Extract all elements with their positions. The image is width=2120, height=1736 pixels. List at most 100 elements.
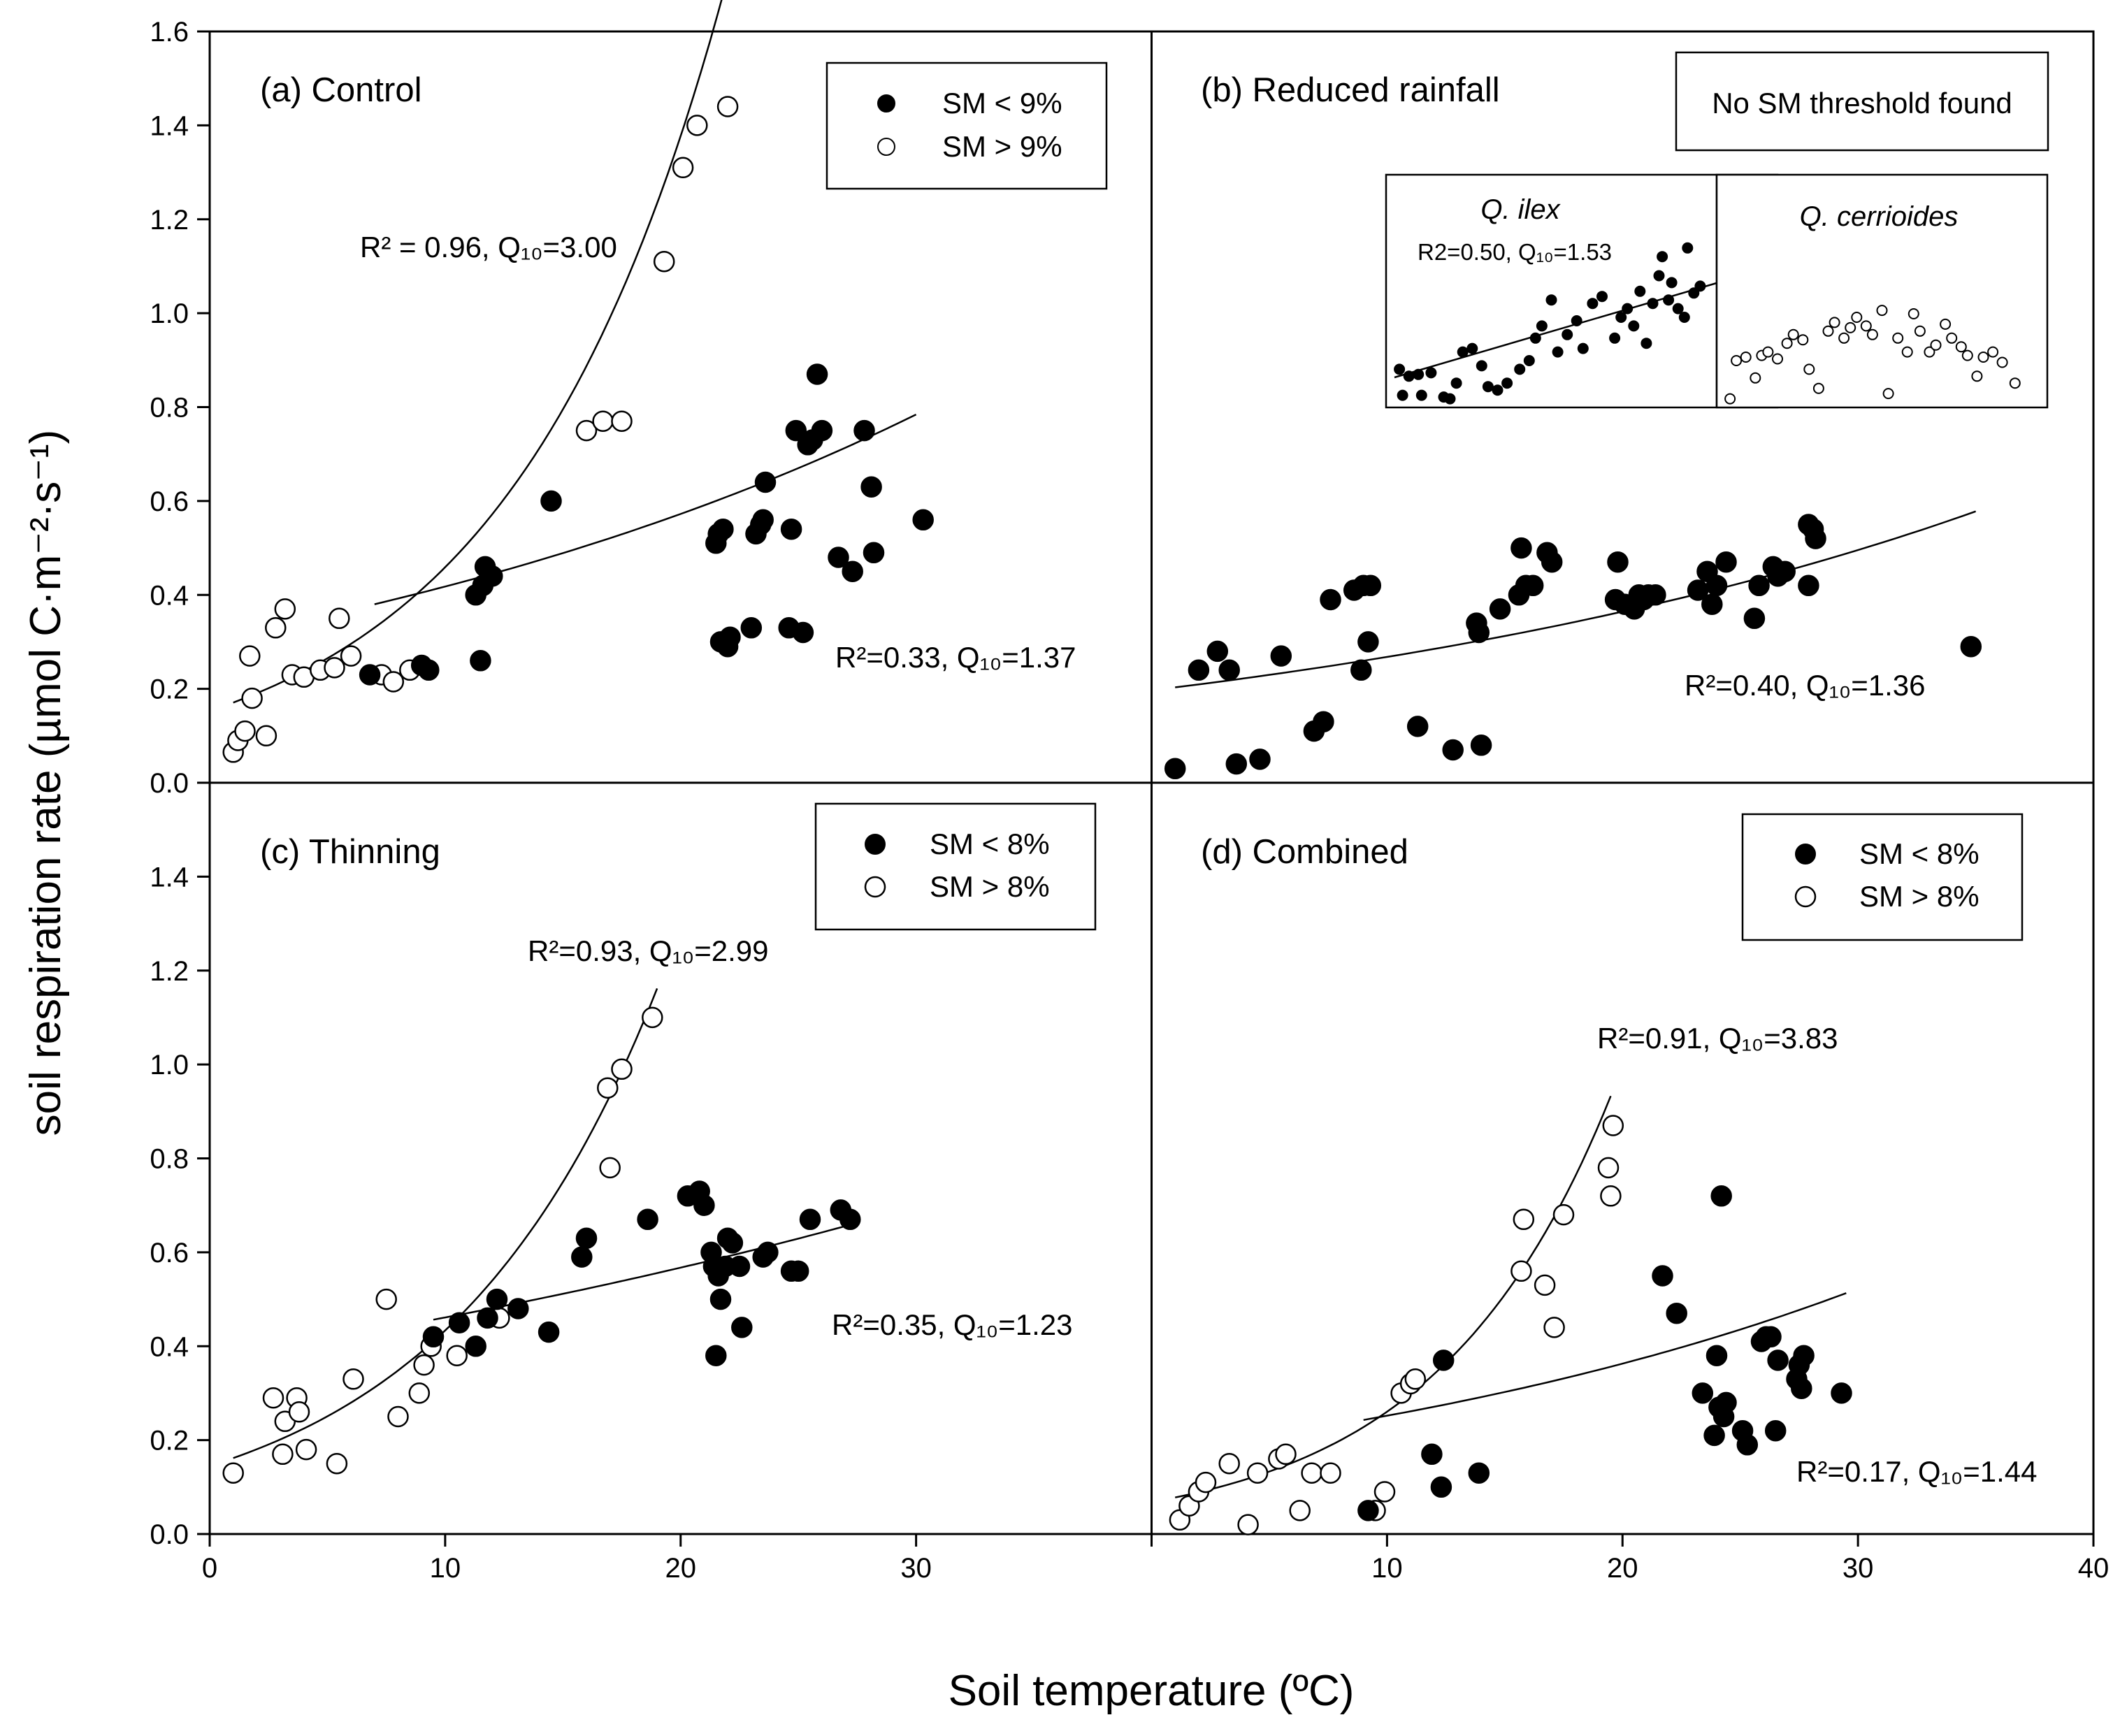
inset-point-qilex — [1657, 251, 1668, 263]
inset-point-qilex — [1653, 270, 1665, 282]
data-point-a-wet — [672, 157, 694, 179]
data-point-b-all — [1350, 659, 1372, 681]
inset-point-qcerrioides — [1851, 312, 1863, 323]
data-point-a-dry — [712, 518, 734, 540]
data-point-a-dry — [853, 419, 875, 442]
data-point-b-all — [1320, 588, 1341, 611]
data-point-c-wet — [597, 1077, 619, 1099]
data-point-b-all — [1442, 739, 1464, 761]
y-tick-label: 0.4 — [150, 580, 189, 611]
data-point-d-wet — [1597, 1157, 1620, 1179]
inset-point-qilex — [1545, 294, 1557, 306]
inset-point-qcerrioides — [1762, 346, 1774, 358]
inset-point-qcerrioides — [1955, 341, 1967, 353]
inset-point-qcerrioides — [1740, 352, 1752, 363]
data-point-a-dry — [418, 659, 440, 681]
data-point-d-wet — [1275, 1443, 1297, 1466]
inset-point-qilex — [1415, 389, 1427, 401]
y-tick-label: 1.4 — [150, 110, 189, 141]
fit-label-c-wet: R²=0.93, Q₁₀=2.99 — [528, 934, 768, 967]
data-point-b-all — [1188, 659, 1210, 681]
data-point-d-wet — [1513, 1208, 1535, 1231]
legend-c: SM < 8% SM > 8% — [814, 802, 1097, 931]
fit-curve-a-dry — [374, 413, 917, 605]
data-point-d-dry — [1468, 1462, 1490, 1484]
data-point-a-wet — [611, 410, 633, 432]
data-point-c-wet — [599, 1157, 621, 1179]
inset-point-qcerrioides — [1781, 338, 1793, 349]
data-point-d-wet — [1543, 1317, 1565, 1338]
data-point-a-dry — [470, 650, 491, 672]
inset-left-title: Q. ilex — [1480, 194, 1561, 225]
inset-point-qcerrioides — [1882, 388, 1894, 400]
legend-d-wet-label: SM > 8% — [1859, 880, 1980, 913]
inset-point-qcerrioides — [1977, 352, 1989, 363]
data-point-a-dry — [842, 560, 863, 582]
data-point-a-wet — [274, 598, 296, 620]
data-point-d-dry — [1831, 1382, 1852, 1404]
legend-a-dry-marker — [877, 94, 895, 113]
inset-point-qcerrioides — [2009, 377, 2021, 389]
data-point-d-wet — [1600, 1185, 1622, 1207]
data-point-d-wet — [1195, 1471, 1217, 1493]
inset-point-qcerrioides — [1946, 332, 1958, 344]
data-point-d-dry — [1791, 1377, 1812, 1399]
data-point-c-wet — [326, 1452, 348, 1475]
data-point-c-dry — [575, 1227, 598, 1249]
data-point-d-wet — [1373, 1481, 1396, 1503]
data-point-d-dry — [1666, 1302, 1687, 1324]
data-point-a-dry — [860, 476, 882, 498]
data-point-c-dry — [422, 1326, 445, 1348]
data-point-b-all — [1249, 748, 1271, 770]
inset-right-frame — [1715, 173, 2049, 409]
threshold-note-box — [1675, 51, 2049, 152]
data-point-d-wet — [1289, 1500, 1311, 1521]
data-point-c-dry — [693, 1194, 715, 1216]
data-point-c-dry — [757, 1241, 779, 1264]
inset-point-qcerrioides — [1914, 325, 1926, 337]
data-point-d-dry — [1715, 1391, 1737, 1414]
panel-a-title: (a) Control — [260, 71, 421, 109]
inset-fit-label: R2=0.50, Q₁₀=1.53 — [1418, 239, 1612, 265]
data-point-c-wet — [262, 1387, 284, 1409]
inset-point-qcerrioides — [1940, 318, 1952, 330]
inset-point-qilex — [1403, 370, 1415, 382]
data-point-c-dry — [731, 1317, 753, 1338]
data-point-c-dry — [507, 1298, 529, 1319]
data-point-b-all — [1798, 574, 1819, 597]
data-point-a-dry — [806, 363, 828, 385]
data-point-b-all — [1164, 758, 1186, 780]
panel-c-title: (c) Thinning — [260, 833, 440, 871]
inset-point-qilex — [1596, 291, 1608, 303]
fit-label-a-dry: R²=0.33, Q₁₀=1.37 — [835, 641, 1076, 674]
legend-c-wet-label: SM > 8% — [930, 870, 1050, 903]
inset-point-qilex — [1672, 303, 1684, 314]
inset-point-qcerrioides — [1971, 370, 1983, 382]
y-tick-label: 0.2 — [150, 674, 189, 705]
fit-curve-c-wet — [233, 988, 658, 1459]
data-point-d-dry — [1767, 1350, 1789, 1371]
inset-point-qilex — [1450, 377, 1462, 389]
y-tick-label: 1.2 — [150, 956, 189, 987]
data-point-d-wet — [1246, 1462, 1269, 1484]
legend-d: SM < 8% SM > 8% — [1741, 813, 2024, 941]
inset-point-qilex — [1413, 368, 1425, 380]
x-tick-label: 20 — [1607, 1553, 1638, 1584]
inset-frame — [1385, 173, 1779, 409]
data-point-a-wet — [686, 115, 708, 136]
data-point-c-wet — [272, 1443, 294, 1466]
inset-point-qcerrioides — [1829, 317, 1840, 328]
panel-d-title: (d) Combined — [1201, 833, 1408, 871]
data-points — [222, 96, 1982, 1535]
inset-point-qcerrioides — [1797, 334, 1809, 346]
inset-point-qilex — [1694, 280, 1706, 292]
inset-point-qcerrioides — [1731, 355, 1743, 366]
inset-point-qcerrioides — [1924, 346, 1935, 358]
fit-label-d-dry: R²=0.17, Q₁₀=1.44 — [1796, 1455, 2037, 1488]
data-point-b-all — [1706, 574, 1728, 597]
x-tick-label: 40 — [2078, 1553, 2110, 1584]
inset-point-qilex — [1457, 346, 1469, 358]
inset-point-qcerrioides — [1845, 321, 1856, 333]
inset-point-qilex — [1562, 328, 1573, 340]
legend-d-wet-marker — [1794, 885, 1817, 908]
